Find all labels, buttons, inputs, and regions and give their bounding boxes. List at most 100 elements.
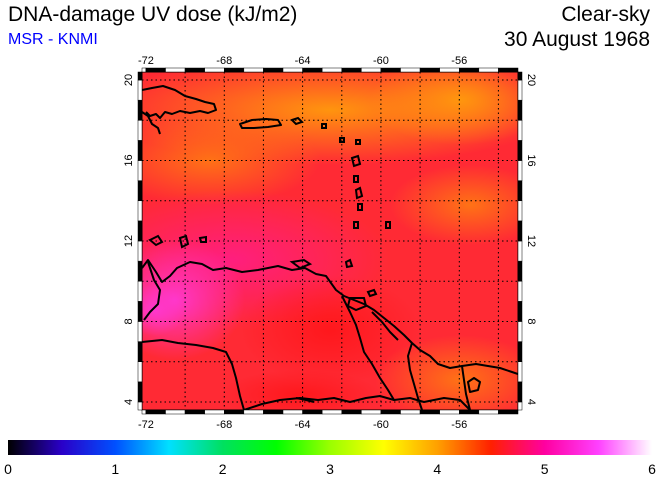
- frame-segment: [145, 67, 166, 73]
- frame-segment: [439, 409, 460, 415]
- reservoir-outline: [467, 377, 481, 393]
- frame-segment: [517, 79, 523, 101]
- orinoco-delta: [371, 311, 399, 341]
- frame-segment: [137, 260, 143, 282]
- frame-segment: [517, 99, 523, 121]
- frame-segment: [478, 409, 499, 415]
- frame-segment: [184, 409, 205, 415]
- hispaniola-coast: [142, 85, 217, 119]
- lat-tick-label-right: 12: [525, 235, 537, 247]
- virgin-islands: [290, 116, 304, 126]
- frame-segment: [517, 140, 523, 161]
- lat-tick-label-right: 4: [525, 399, 537, 405]
- frame-segment: [204, 409, 225, 415]
- lon-tick-label-top: -60: [373, 55, 389, 67]
- frame-segment: [459, 67, 480, 73]
- frame-segment: [184, 67, 205, 73]
- lat-tick-label-right: 16: [525, 154, 537, 166]
- frame-segment: [302, 409, 323, 415]
- frame-segment: [517, 120, 523, 141]
- colorbar-tick-label: 4: [433, 461, 441, 477]
- lat-tick-label-left: 4: [123, 399, 135, 405]
- date-label: 30 August 1968: [504, 28, 650, 51]
- lon-tick-label-top: -72: [138, 55, 154, 67]
- frame-segment: [517, 71, 523, 81]
- frame-segment: [204, 67, 225, 73]
- lat-tick-label-right: 20: [525, 74, 537, 86]
- frame-segment: [224, 409, 245, 415]
- frame-segment: [517, 180, 523, 202]
- frame-segment: [165, 67, 186, 73]
- frame-segment: [517, 301, 523, 322]
- dominica-island: [353, 175, 359, 183]
- frame-segment: [141, 67, 147, 73]
- frame-segment: [224, 67, 245, 73]
- colorbar-tick-label: 5: [541, 461, 549, 477]
- colombia-venezuela-border: [142, 339, 245, 410]
- martinique-island: [354, 186, 364, 200]
- frame-segment: [137, 140, 143, 161]
- frame-segment: [137, 361, 143, 383]
- lon-tick-label-bottom: -72: [138, 419, 154, 431]
- frame-segment: [517, 240, 523, 262]
- frame-segment: [459, 409, 480, 415]
- lat-tick-label-left: 20: [123, 74, 135, 86]
- tick-labels: -72 -72 -68 -68 -64 -64 -60 -60 -56 -56 4 4 8 8 12 12 16…: [123, 55, 537, 431]
- brazil-border: [243, 395, 471, 410]
- frame-segment: [137, 381, 143, 403]
- colorbar-tick-label: 1: [111, 461, 119, 477]
- frame-segment: [137, 71, 143, 81]
- frame-segment: [282, 409, 303, 415]
- frame-segment: [321, 409, 342, 415]
- frame-segment: [302, 67, 323, 73]
- st-lucia-island: [357, 203, 363, 211]
- tobago-island: [366, 288, 378, 298]
- frame-segment: [439, 67, 460, 73]
- frame-segment: [498, 67, 519, 73]
- st-vincent-island: [353, 221, 359, 229]
- frame-segment: [400, 409, 421, 415]
- credit-label: MSR - KNMI: [8, 31, 98, 48]
- frame-segment: [361, 67, 382, 73]
- frame-segment: [380, 67, 401, 73]
- frame-segment: [517, 220, 523, 242]
- frame-segment: [517, 280, 523, 302]
- map-title: DNA-damage UV dose (kJ/m2): [8, 3, 298, 26]
- uv-dose-field: [142, 72, 518, 410]
- frame-segment: [478, 67, 499, 73]
- lon-tick-label-bottom: -68: [216, 419, 232, 431]
- antigua-island: [355, 139, 361, 145]
- st-kitts-island: [339, 137, 345, 143]
- coastlines: [142, 85, 518, 410]
- frame-segment: [419, 67, 440, 73]
- frame-segment: [137, 401, 143, 411]
- frame-segment: [517, 401, 523, 411]
- grenada-island: [344, 258, 354, 269]
- frame-segment: [419, 409, 440, 415]
- frame-segment: [137, 301, 143, 322]
- frame-segment: [137, 200, 143, 222]
- map-frame: [137, 67, 523, 415]
- frame-segment: [137, 240, 143, 262]
- aruba-island: [148, 234, 164, 247]
- frame-segment: [517, 361, 523, 383]
- frame-segment: [517, 260, 523, 282]
- frame-segment: [498, 409, 519, 415]
- frame-segment: [137, 120, 143, 141]
- colorbar: 0 1 2 3 4 5 6: [4, 440, 656, 477]
- frame-segment: [137, 160, 143, 181]
- frame-segment: [517, 381, 523, 403]
- suriname-french-guiana-border: [461, 365, 471, 410]
- frame-segment: [380, 409, 401, 415]
- frame-segment: [243, 67, 264, 73]
- south-america-coast: [142, 259, 518, 375]
- frame-segment: [243, 409, 264, 415]
- trinidad-island: [346, 297, 368, 312]
- lon-tick-label-bottom: -64: [295, 419, 311, 431]
- lake-maracaibo: [143, 261, 161, 321]
- lon-tick-label-top: -68: [216, 55, 232, 67]
- colorbar-tick-label: 3: [326, 461, 334, 477]
- frame-segment: [517, 321, 523, 342]
